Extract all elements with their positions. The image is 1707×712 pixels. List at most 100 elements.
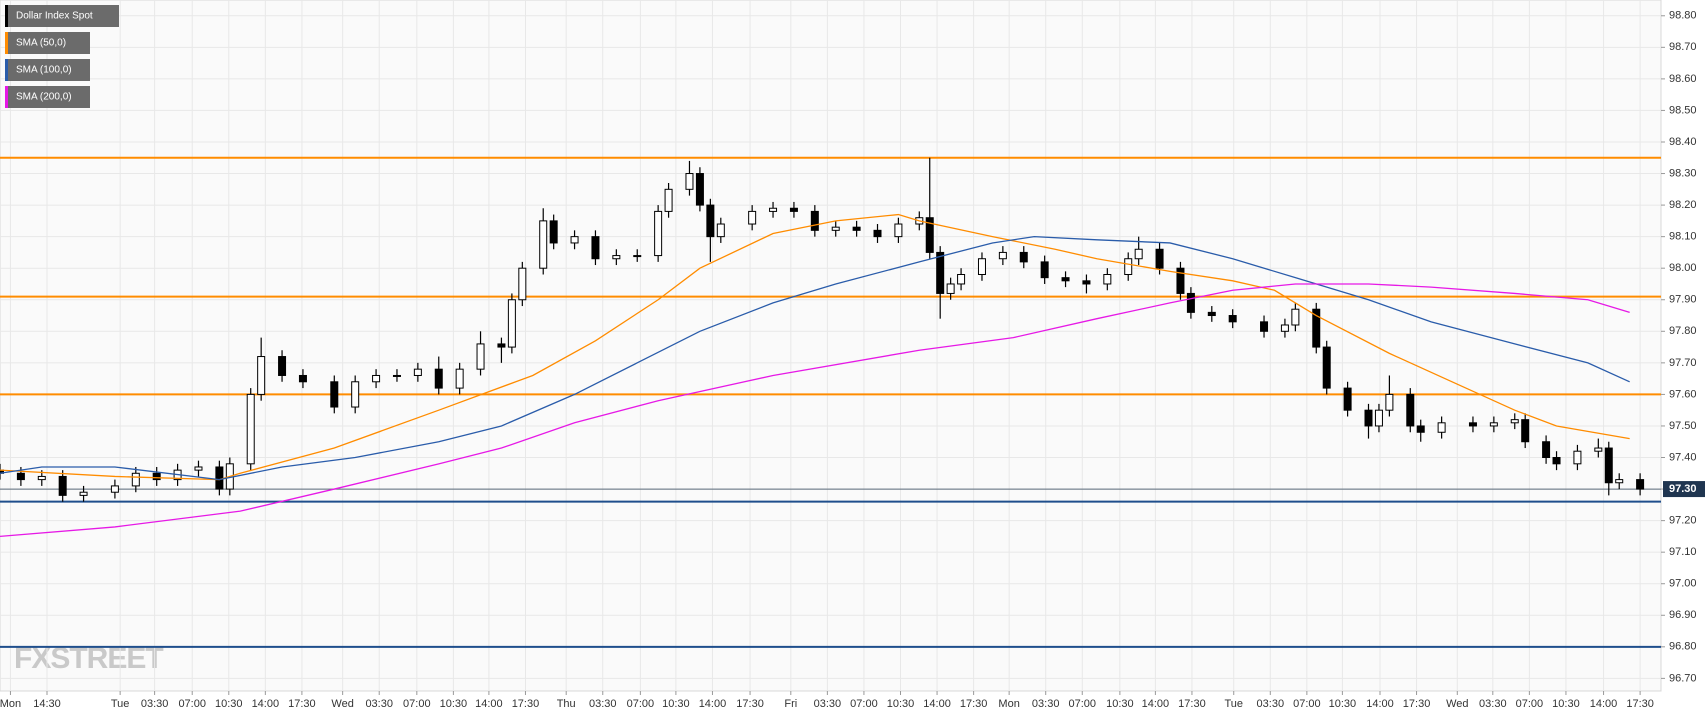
- x-tick-label: Mon: [0, 698, 21, 710]
- x-tick-label: 03:30: [814, 698, 842, 710]
- x-tick-label: 10:30: [887, 698, 915, 710]
- candle-body: [1103, 274, 1112, 285]
- x-tick-label: 17:30: [1626, 698, 1654, 710]
- candle-body: [507, 299, 516, 348]
- candle-body: [1124, 258, 1133, 276]
- x-tick-label: 07:00: [178, 698, 206, 710]
- candle-body: [351, 381, 360, 408]
- x-tick-label: 14:00: [699, 698, 727, 710]
- candle-body: [1364, 409, 1373, 427]
- x-tick-label: 10:30: [1552, 698, 1580, 710]
- candle-body: [1186, 292, 1195, 313]
- candle-body: [1019, 251, 1028, 263]
- x-tick-label: 07:00: [1293, 698, 1321, 710]
- candle-body: [612, 255, 621, 260]
- legend-entry: SMA (100,0): [5, 59, 90, 81]
- candle-body: [695, 173, 704, 206]
- candle-body: [434, 368, 443, 389]
- x-tick-label: Fri: [784, 698, 797, 710]
- x-tick-label: 17:30: [288, 698, 316, 710]
- candle-body: [58, 475, 67, 496]
- candle-body: [278, 356, 287, 376]
- candle-body: [79, 491, 88, 496]
- candle-body: [654, 210, 663, 257]
- candle-body: [1636, 479, 1645, 490]
- candle-body: [1374, 409, 1383, 427]
- x-tick-label: 14:00: [1590, 698, 1618, 710]
- y-tick-label: 97.50: [1669, 420, 1697, 432]
- candle-body: [1489, 422, 1498, 427]
- legend-box: [5, 5, 119, 27]
- candle-body: [716, 223, 725, 238]
- x-tick-label: 17:30: [960, 698, 988, 710]
- candle-body: [131, 472, 140, 487]
- candle-body: [852, 226, 861, 231]
- x-tick-label: 14:00: [252, 698, 280, 710]
- legend-box: [5, 59, 90, 81]
- candle-body: [194, 466, 203, 471]
- legend-swatch: [5, 59, 8, 81]
- candle-body: [789, 207, 798, 212]
- candle-body: [1207, 311, 1216, 317]
- candle-body: [392, 374, 401, 377]
- legend-swatch: [5, 32, 8, 54]
- x-tick-label: Thu: [557, 698, 576, 710]
- x-tick-label: 10:30: [662, 698, 690, 710]
- x-tick-label: Wed: [1446, 698, 1468, 710]
- candle-body: [769, 207, 778, 212]
- candle-body: [1260, 321, 1269, 332]
- legend-swatch: [5, 86, 8, 108]
- x-tick-label: 07:00: [627, 698, 655, 710]
- candle-body: [925, 217, 934, 253]
- y-tick-label: 97.20: [1669, 515, 1697, 527]
- candle-body: [1322, 346, 1331, 389]
- plot-area: [0, 0, 1662, 692]
- y-tick-label: 98.10: [1669, 231, 1697, 243]
- candle-body: [372, 374, 381, 383]
- x-tick-label: 14:00: [923, 698, 951, 710]
- candle-body: [1291, 308, 1300, 326]
- y-tick-label: 97.70: [1669, 357, 1697, 369]
- y-tick-label: 97.00: [1669, 578, 1697, 590]
- candle-body: [257, 356, 266, 395]
- candle-body: [946, 283, 955, 294]
- candle-body: [831, 226, 840, 231]
- candle-body: [1573, 450, 1582, 465]
- x-tick-label: 17:30: [1403, 698, 1431, 710]
- candle-body: [1385, 393, 1394, 411]
- candle-body: [1406, 393, 1415, 427]
- candle-body: [633, 255, 642, 258]
- last-price-tag: 97.30: [1663, 481, 1705, 498]
- candle-body: [1594, 447, 1603, 452]
- candle-body: [706, 204, 715, 238]
- candle-body: [455, 368, 464, 389]
- y-tick-label: 98.50: [1669, 104, 1697, 116]
- legend-label: SMA (200,0): [16, 92, 72, 103]
- x-tick-label: 03:30: [1479, 698, 1507, 710]
- x-tick-label: 10:30: [215, 698, 243, 710]
- legend-label: SMA (50,0): [16, 38, 66, 49]
- candle-body: [810, 210, 819, 231]
- candle-body: [298, 374, 307, 383]
- sma-line: [0, 283, 1630, 538]
- y-tick-label: 97.90: [1669, 294, 1697, 306]
- candle-body: [748, 210, 757, 225]
- x-tick-label: 10:30: [1106, 698, 1134, 710]
- x-tick-label: 03:30: [589, 698, 617, 710]
- candle-body: [570, 236, 579, 244]
- x-tick-label: 07:00: [1516, 698, 1544, 710]
- legend-swatch: [5, 5, 8, 27]
- x-tick-label: Mon: [998, 698, 1019, 710]
- y-tick-label: 97.60: [1669, 388, 1697, 400]
- candle-body: [591, 236, 600, 260]
- x-tick-label: 10:30: [1329, 698, 1357, 710]
- y-tick-label: 98.60: [1669, 73, 1697, 85]
- x-tick-label: 03:30: [1032, 698, 1060, 710]
- legend-label: Dollar Index Spot: [16, 11, 93, 22]
- candle-body: [1040, 261, 1049, 279]
- y-tick-label: 98.30: [1669, 167, 1697, 179]
- candle-body: [539, 220, 548, 269]
- candle-body: [37, 475, 46, 481]
